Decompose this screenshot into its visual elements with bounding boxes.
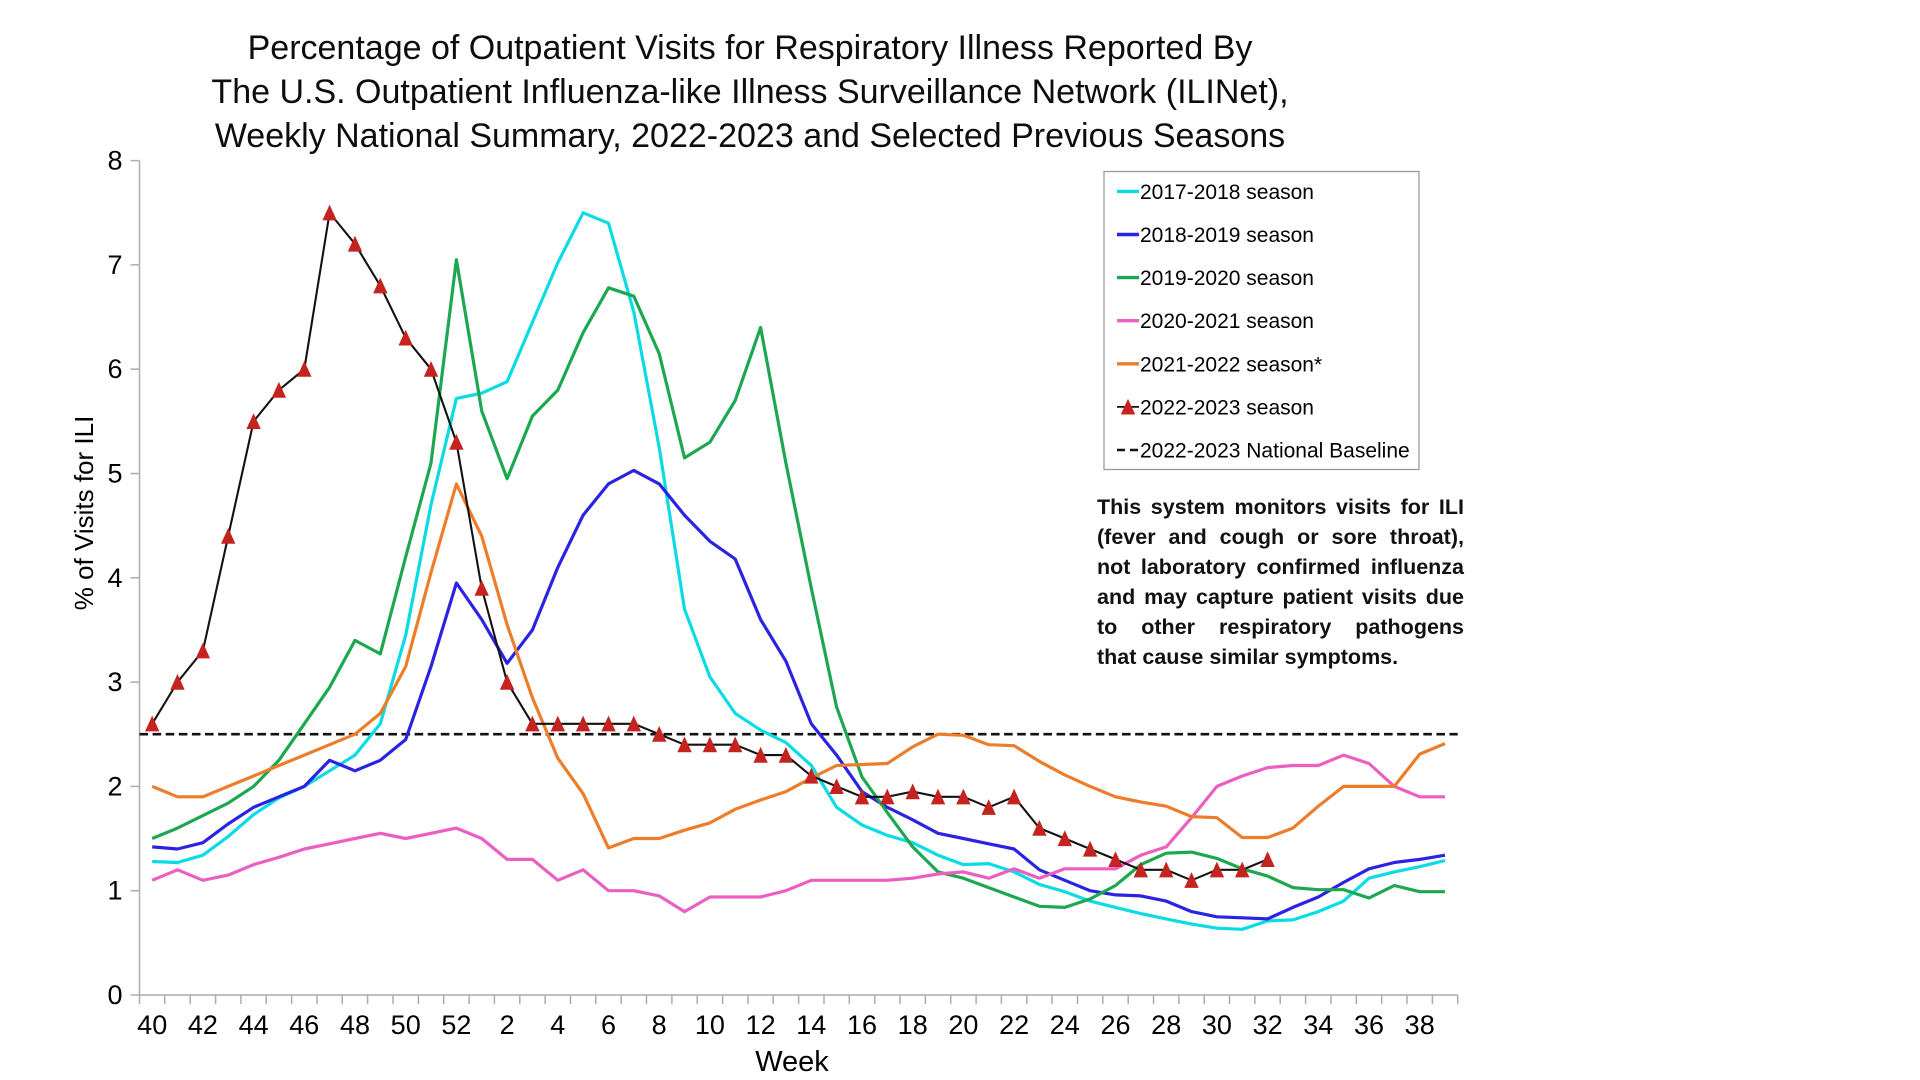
- svg-text:2: 2: [107, 771, 122, 801]
- svg-text:2017-2018 season: 2017-2018 season: [1140, 181, 1314, 204]
- svg-text:34: 34: [1303, 1010, 1333, 1040]
- svg-text:5: 5: [107, 459, 122, 489]
- svg-text:26: 26: [1100, 1010, 1130, 1040]
- svg-text:2021-2022 season*: 2021-2022 season*: [1140, 353, 1322, 376]
- svg-text:8: 8: [107, 146, 122, 176]
- svg-text:2019-2020 season: 2019-2020 season: [1140, 267, 1314, 290]
- svg-text:32: 32: [1253, 1010, 1283, 1040]
- svg-text:40: 40: [137, 1010, 167, 1040]
- svg-text:7: 7: [107, 250, 122, 280]
- svg-text:1: 1: [107, 876, 122, 906]
- svg-text:16: 16: [847, 1010, 877, 1040]
- svg-text:6: 6: [107, 354, 122, 384]
- svg-text:8: 8: [652, 1010, 667, 1040]
- svg-text:2020-2021 season: 2020-2021 season: [1140, 310, 1314, 333]
- svg-text:Week: Week: [755, 1046, 829, 1078]
- svg-text:6: 6: [601, 1010, 616, 1040]
- svg-text:44: 44: [239, 1010, 269, 1040]
- svg-text:2022-2023 National Baseline: 2022-2023 National Baseline: [1140, 440, 1410, 463]
- svg-text:18: 18: [898, 1010, 928, 1040]
- svg-text:42: 42: [188, 1010, 218, 1040]
- svg-text:0: 0: [107, 980, 122, 1010]
- svg-text:28: 28: [1151, 1010, 1181, 1040]
- svg-text:2: 2: [500, 1010, 515, 1040]
- svg-text:30: 30: [1202, 1010, 1232, 1040]
- svg-text:20: 20: [948, 1010, 978, 1040]
- svg-text:50: 50: [391, 1010, 421, 1040]
- svg-text:38: 38: [1405, 1010, 1435, 1040]
- svg-text:2018-2019 season: 2018-2019 season: [1140, 224, 1314, 247]
- svg-text:36: 36: [1354, 1010, 1384, 1040]
- svg-text:14: 14: [796, 1010, 826, 1040]
- svg-text:% of Visits for ILI: % of Visits for ILI: [69, 416, 99, 611]
- svg-text:48: 48: [340, 1010, 370, 1040]
- svg-text:10: 10: [695, 1010, 725, 1040]
- svg-text:4: 4: [550, 1010, 565, 1040]
- svg-text:24: 24: [1050, 1010, 1080, 1040]
- svg-text:3: 3: [107, 667, 122, 697]
- svg-text:22: 22: [999, 1010, 1029, 1040]
- svg-text:12: 12: [746, 1010, 776, 1040]
- svg-text:52: 52: [441, 1010, 471, 1040]
- svg-text:46: 46: [289, 1010, 319, 1040]
- svg-text:4: 4: [107, 563, 122, 593]
- svg-text:2022-2023 season: 2022-2023 season: [1140, 396, 1314, 419]
